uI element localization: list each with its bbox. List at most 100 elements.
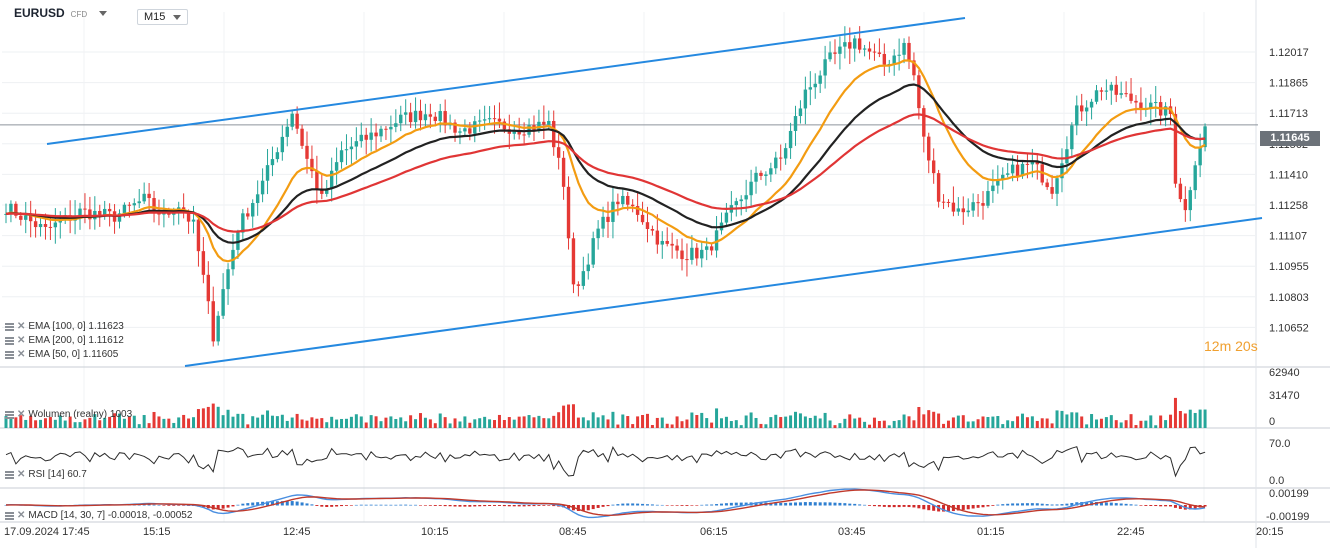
macd-histogram-bar	[463, 505, 467, 507]
macd-histogram-bar	[917, 505, 921, 509]
settings-icon[interactable]	[5, 410, 14, 419]
volume-bar	[300, 419, 304, 428]
candle-body	[774, 157, 778, 169]
volume-bar	[868, 424, 872, 428]
volume-bar	[670, 424, 674, 428]
volume-bar	[897, 420, 901, 428]
volume-bar	[621, 414, 625, 428]
candle-body	[927, 136, 931, 161]
timeframe-dropdown-icon[interactable]	[173, 14, 182, 20]
candle-body	[695, 247, 699, 259]
candle-body	[1193, 165, 1197, 191]
indicator-macd[interactable]: ✕ MACD [14, 30, 7] -0.00018, -0.00052	[5, 510, 192, 521]
candle-body	[389, 126, 393, 130]
close-icon[interactable]: ✕	[17, 409, 26, 420]
macd-histogram-bar	[744, 502, 748, 506]
candle-body	[848, 42, 852, 49]
ema50-line	[5, 59, 1206, 263]
volume-bar	[1011, 421, 1015, 428]
candle-countdown: 12m 20s	[1204, 338, 1258, 354]
volume-bar	[423, 417, 427, 428]
volume-bar	[453, 418, 457, 428]
candle-body	[897, 54, 901, 56]
close-icon[interactable]: ✕	[17, 335, 26, 346]
volume-bar	[1203, 409, 1207, 428]
close-icon[interactable]: ✕	[17, 469, 26, 480]
candle-body	[680, 250, 684, 260]
volume-bar	[433, 423, 437, 428]
macd-histogram-bar	[655, 504, 659, 506]
macd-histogram-bar	[838, 502, 842, 506]
macd-histogram-bar	[547, 505, 551, 506]
volume-bar	[1104, 417, 1108, 428]
indicator-ema50-label: EMA [50, 0] 1.11605	[28, 349, 119, 360]
candle-body	[902, 42, 906, 55]
close-icon[interactable]: ✕	[17, 349, 26, 360]
macd-histogram-bar	[182, 505, 186, 506]
macd-histogram-bar	[724, 503, 728, 506]
timeframe-value: M15	[144, 11, 166, 23]
macd-histogram-bar	[443, 505, 447, 507]
volume-bar	[369, 415, 373, 428]
indicator-volume[interactable]: ✕ Wolumen (realny) 1003	[5, 409, 132, 420]
indicator-ema200-label: EMA [200, 0] 1.11612	[28, 335, 124, 346]
volume-bar	[853, 418, 857, 428]
volume-bar	[335, 419, 339, 428]
settings-icon[interactable]	[5, 336, 14, 345]
macd-histogram-bar	[616, 504, 620, 506]
candle-body	[384, 128, 388, 130]
candle-body	[48, 226, 53, 228]
indicator-ema50[interactable]: ✕ EMA [50, 0] 1.11605	[5, 349, 118, 360]
volume-bar	[251, 416, 255, 428]
volume-bar	[68, 416, 72, 428]
candle-body	[58, 220, 62, 223]
volume-bar	[1149, 415, 1153, 428]
volume-bar	[557, 412, 561, 428]
volume-bar	[1099, 418, 1103, 428]
volume-bar	[463, 416, 467, 428]
candle-body	[438, 111, 442, 121]
indicator-ema100[interactable]: ✕ EMA [100, 0] 1.11623	[5, 321, 124, 332]
symbol-dropdown-icon[interactable]	[99, 10, 108, 16]
candle-body	[1178, 183, 1183, 200]
settings-icon[interactable]	[5, 350, 14, 359]
volume-bar	[596, 417, 600, 428]
volume-bar	[1183, 413, 1187, 428]
macd-histogram-bar	[645, 504, 649, 506]
indicator-macd-label: MACD [14, 30, 7] -0.00018, -0.00052	[28, 510, 193, 521]
close-icon[interactable]: ✕	[17, 510, 26, 521]
settings-icon[interactable]	[5, 322, 14, 331]
candle-body	[275, 152, 280, 160]
volume-bar	[715, 408, 719, 428]
close-icon[interactable]: ✕	[17, 321, 26, 332]
macd-signal-line	[5, 489, 1206, 517]
candle-body	[1010, 164, 1015, 174]
candle-body	[241, 213, 245, 233]
timeframe-select[interactable]: M15	[137, 9, 189, 25]
indicator-ema200[interactable]: ✕ EMA [200, 0] 1.11612	[5, 335, 124, 346]
indicator-rsi[interactable]: ✕ RSI [14] 60.7	[5, 469, 87, 480]
volume-bar	[236, 413, 240, 428]
macd-histogram-bar	[310, 504, 314, 506]
macd-histogram-bar	[966, 505, 970, 510]
volume-bar	[39, 419, 43, 428]
volume-bar	[290, 417, 294, 428]
trend-line-lower	[184, 217, 1263, 367]
candle-body	[931, 160, 936, 174]
volume-bar	[103, 417, 107, 428]
volume-bar	[1144, 420, 1148, 428]
candle-body	[823, 59, 827, 76]
candle-body	[399, 114, 403, 124]
volume-bar	[823, 412, 827, 428]
settings-icon[interactable]	[5, 511, 14, 520]
macd-histogram-bar	[927, 505, 931, 511]
time-tick-label: 22:45	[1117, 526, 1145, 538]
volume-bar	[43, 418, 47, 428]
volume-bar	[438, 413, 442, 428]
candle-body	[769, 168, 773, 175]
symbol-label[interactable]: EURUSD	[14, 6, 65, 20]
volume-bar	[887, 425, 891, 428]
settings-icon[interactable]	[5, 470, 14, 479]
candle-body	[1075, 105, 1079, 126]
